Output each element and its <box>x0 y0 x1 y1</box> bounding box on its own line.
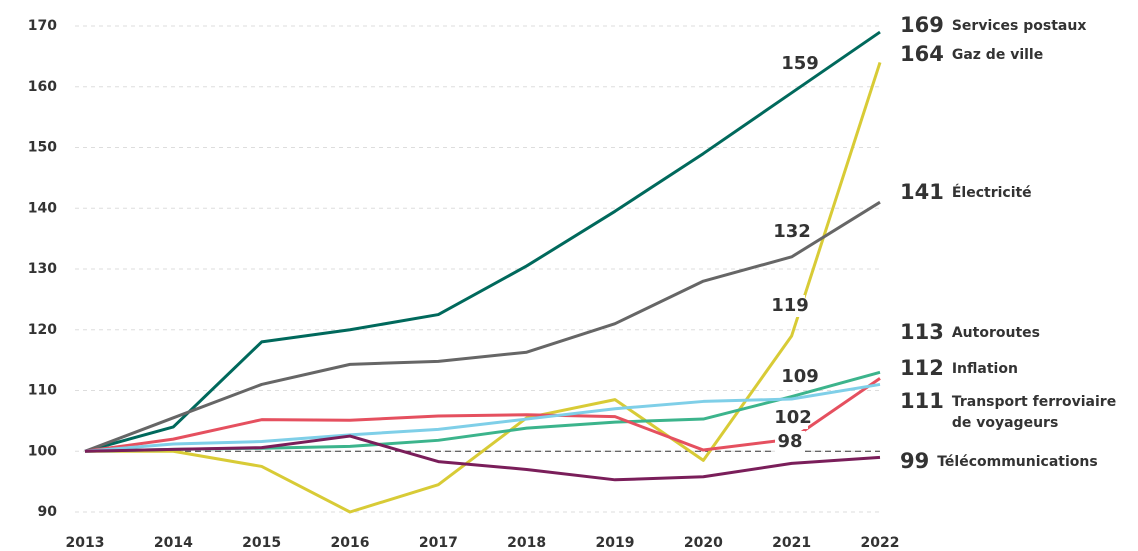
legend-label: Gaz de ville <box>952 47 1043 63</box>
x-tick-label: 2017 <box>419 535 458 551</box>
series-line <box>84 434 881 482</box>
y-tick-label: 140 <box>28 200 57 216</box>
y-tick-label: 100 <box>28 443 57 459</box>
x-tick-label: 2014 <box>154 535 193 551</box>
legend-label: Électricité <box>952 184 1032 201</box>
y-tick-label: 120 <box>28 322 57 338</box>
end-value-label: 169 <box>900 13 944 37</box>
end-value-label: 112 <box>900 356 944 380</box>
y-tick-label: 130 <box>28 261 57 277</box>
y-tick-label: 150 <box>28 140 57 156</box>
y-tick-label: 170 <box>28 18 57 34</box>
y-tick-label: 110 <box>28 383 57 399</box>
legend-label: Inflation <box>952 361 1018 377</box>
end-value-label: 99 <box>900 449 929 473</box>
value-label: 159 <box>781 53 819 74</box>
value-label: 109 <box>781 366 819 387</box>
label-bg <box>775 295 805 317</box>
legend-label: Télécommunications <box>937 454 1097 470</box>
series-line <box>85 61 882 514</box>
series-line <box>84 377 881 453</box>
end-value-label: 113 <box>900 320 944 344</box>
x-tick-label: 2021 <box>772 535 811 551</box>
series-line <box>84 200 881 453</box>
label-bg <box>785 366 815 388</box>
label-bg <box>785 53 815 75</box>
x-tick-label: 2022 <box>861 535 900 551</box>
y-tick-label: 90 <box>38 504 58 520</box>
x-tick-label: 2019 <box>596 535 635 551</box>
value-label: 119 <box>771 295 809 316</box>
legend-label: Autoroutes <box>952 325 1040 341</box>
x-tick-label: 2015 <box>242 535 281 551</box>
legend-line: Transport ferroviaire <box>952 394 1116 410</box>
value-label: 132 <box>773 221 811 242</box>
legend-label: Services postaux <box>952 18 1087 34</box>
legend-line: de voyageurs <box>952 415 1058 431</box>
x-tick-label: 2018 <box>507 535 546 551</box>
legend-label: Transport ferroviaire de voyageurs <box>952 394 1116 431</box>
end-value-label: 141 <box>900 180 944 204</box>
label-bg <box>778 407 808 429</box>
label-bg <box>775 431 805 453</box>
value-label: 98 <box>777 431 802 452</box>
series-line <box>84 382 881 453</box>
end-value-label: 164 <box>900 42 944 66</box>
x-tick-label: 2020 <box>684 535 723 551</box>
y-tick-label: 160 <box>28 79 57 95</box>
label-bg <box>777 221 807 243</box>
series-line <box>84 370 881 453</box>
x-tick-label: 2016 <box>331 535 370 551</box>
series-line <box>84 30 881 453</box>
x-tick-label: 2013 <box>66 535 105 551</box>
value-label: 102 <box>774 407 812 428</box>
end-value-label: 111 <box>900 389 944 413</box>
